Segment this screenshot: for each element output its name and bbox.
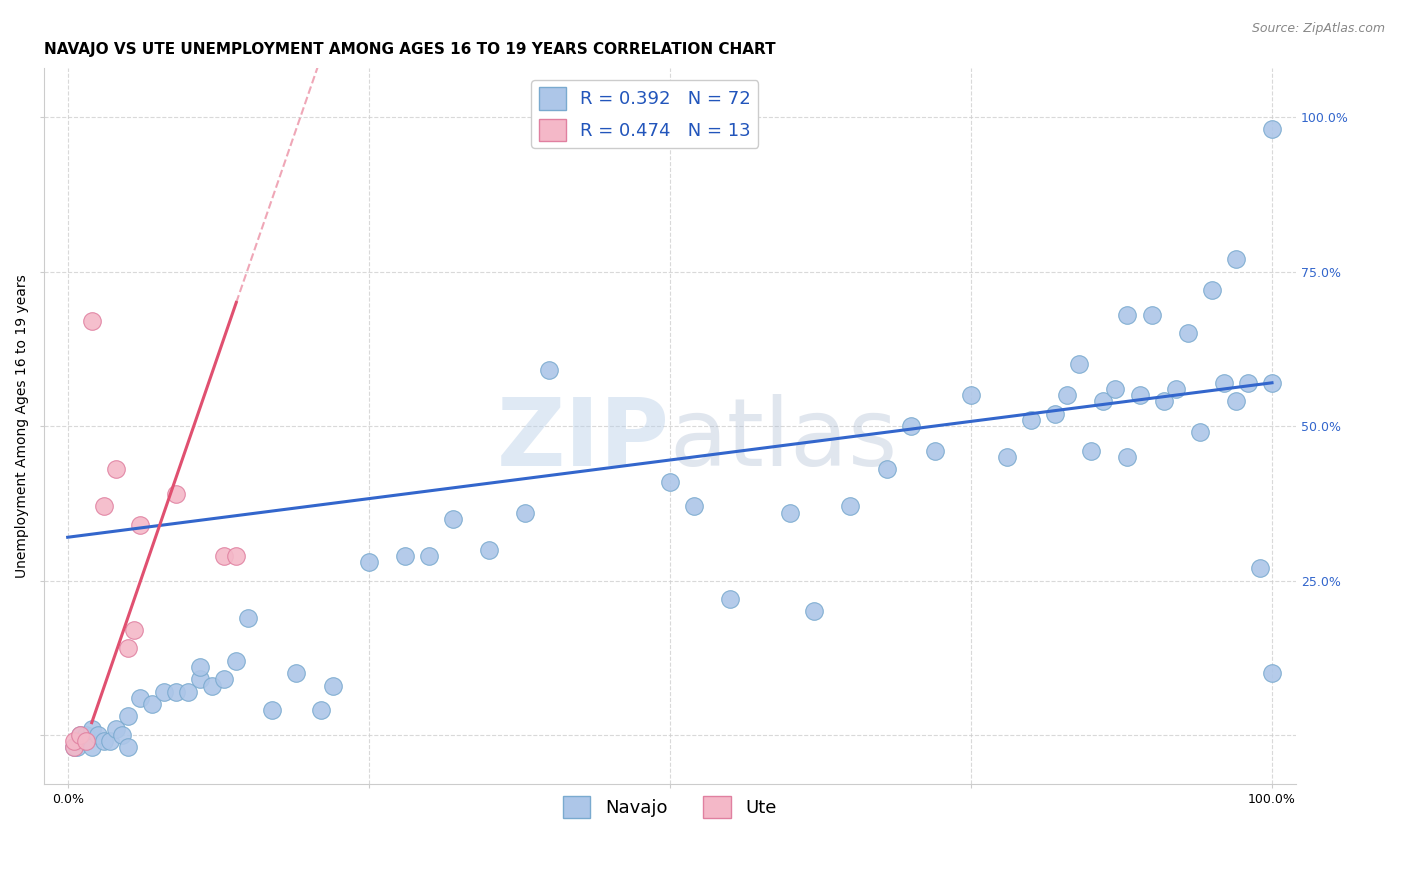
Point: [117, 740, 139, 755]
Text: NAVAJO VS UTE UNEMPLOYMENT AMONG AGES 16 TO 19 YEARS CORRELATION CHART: NAVAJO VS UTE UNEMPLOYMENT AMONG AGES 16…: [44, 42, 775, 57]
Point: [75, 728, 97, 742]
Point: [62, 734, 84, 748]
Point: [104, 462, 127, 476]
Point: [69, 728, 91, 742]
Point: [1045, 407, 1067, 421]
Point: [262, 703, 284, 717]
Point: [1140, 308, 1163, 322]
Point: [153, 684, 176, 698]
Point: [165, 684, 187, 698]
Point: [1225, 252, 1247, 267]
Point: [1261, 666, 1284, 681]
Point: [683, 500, 706, 514]
Point: [87, 728, 110, 742]
Point: [1201, 283, 1223, 297]
Point: [69, 728, 91, 742]
Point: [69, 734, 91, 748]
Point: [75, 734, 97, 748]
Point: [1056, 388, 1078, 402]
Point: [1080, 443, 1102, 458]
Point: [839, 500, 862, 514]
Point: [1116, 308, 1139, 322]
Point: [1261, 376, 1284, 390]
Point: [538, 363, 561, 377]
Legend: Navajo, Ute: Navajo, Ute: [557, 789, 783, 826]
Point: [995, 450, 1018, 464]
Point: [212, 673, 235, 687]
Point: [1164, 382, 1187, 396]
Text: ZIP: ZIP: [496, 394, 669, 486]
Point: [924, 443, 946, 458]
Point: [141, 697, 163, 711]
Point: [212, 549, 235, 563]
Point: [225, 549, 247, 563]
Point: [960, 388, 983, 402]
Point: [93, 734, 115, 748]
Point: [779, 506, 801, 520]
Point: [1128, 388, 1150, 402]
Point: [1104, 382, 1126, 396]
Point: [62, 740, 84, 755]
Point: [1177, 326, 1199, 341]
Point: [129, 517, 152, 532]
Point: [117, 709, 139, 723]
Point: [238, 610, 260, 624]
Point: [1116, 450, 1139, 464]
Point: [322, 679, 344, 693]
Point: [1249, 561, 1271, 575]
Point: [1225, 394, 1247, 409]
Point: [177, 684, 200, 698]
Point: [1212, 376, 1234, 390]
Point: [75, 734, 97, 748]
Point: [394, 549, 416, 563]
Point: [718, 592, 741, 607]
Point: [1069, 357, 1091, 371]
Point: [201, 679, 224, 693]
Point: [165, 487, 187, 501]
Point: [1019, 413, 1042, 427]
Point: [111, 728, 134, 742]
Point: [1153, 394, 1175, 409]
Point: [80, 722, 103, 736]
Point: [1188, 425, 1211, 440]
Point: [104, 722, 127, 736]
Point: [876, 462, 898, 476]
Point: [441, 512, 464, 526]
Point: [309, 703, 332, 717]
Point: [66, 740, 89, 755]
Point: [80, 740, 103, 755]
Point: [515, 506, 537, 520]
Point: [418, 549, 440, 563]
Point: [1092, 394, 1115, 409]
Point: [129, 690, 152, 705]
Text: Source: ZipAtlas.com: Source: ZipAtlas.com: [1251, 22, 1385, 36]
Y-axis label: Unemployment Among Ages 16 to 19 years: Unemployment Among Ages 16 to 19 years: [15, 274, 30, 578]
Point: [188, 673, 211, 687]
Point: [93, 500, 115, 514]
Point: [188, 660, 211, 674]
Point: [285, 666, 308, 681]
Point: [225, 654, 247, 668]
Point: [478, 542, 501, 557]
Text: atlas: atlas: [669, 394, 898, 486]
Point: [900, 419, 922, 434]
Point: [98, 734, 121, 748]
Point: [122, 623, 145, 637]
Point: [62, 740, 84, 755]
Point: [658, 475, 681, 489]
Point: [1237, 376, 1260, 390]
Point: [1261, 122, 1284, 136]
Point: [803, 604, 825, 618]
Point: [357, 555, 380, 569]
Point: [117, 641, 139, 656]
Point: [80, 314, 103, 328]
